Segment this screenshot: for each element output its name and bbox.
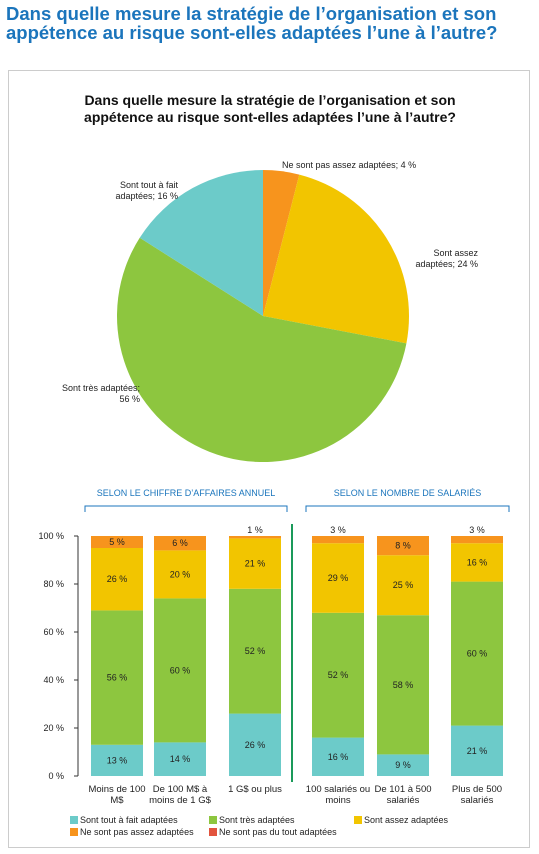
page-title: Dans quelle mesure la stratégie de l’org… [6, 3, 498, 43]
y-tick-label: 60 % [43, 627, 64, 637]
x-tick-label: 100 salariés ou moins [305, 784, 371, 806]
bar-segment [377, 615, 429, 755]
bar-segment [154, 598, 206, 743]
x-tick-label: 1 G$ ou plus [228, 784, 282, 795]
bar-segment [377, 754, 429, 776]
bar-segment [91, 548, 143, 611]
bar-segment [91, 610, 143, 745]
value-label: 9 % [395, 760, 411, 770]
bar-segment [312, 737, 364, 776]
legend-swatch [209, 828, 217, 836]
value-label: 29 % [328, 573, 349, 583]
value-label: 20 % [170, 569, 191, 579]
y-tick-label: 100 % [38, 531, 64, 541]
bar-segment [229, 588, 281, 714]
pie-slice [116, 237, 407, 463]
value-label: 56 % [107, 673, 128, 683]
x-tick-label: Moins de 100 M$ [88, 784, 146, 806]
pie-slice [139, 170, 263, 316]
bar-segment [451, 581, 503, 726]
group-bracket [84, 505, 288, 512]
group-bracket [305, 505, 510, 512]
value-label: 14 % [170, 754, 191, 764]
bar-segment [229, 538, 281, 589]
pie-title: Dans quelle mesure la stratégie de l’org… [84, 92, 456, 125]
bar-segment [312, 536, 364, 544]
legend-label: Ne sont pas assez adaptées [80, 827, 194, 837]
bar-segment [229, 713, 281, 776]
value-label: 60 % [170, 665, 191, 675]
bar-segment [451, 536, 503, 544]
value-label: 8 % [395, 541, 411, 551]
legend-label: Sont tout à fait adaptées [80, 815, 178, 825]
value-label: 25 % [393, 580, 414, 590]
value-label: 52 % [328, 670, 349, 680]
value-label: 21 % [245, 559, 266, 569]
value-label: 13 % [107, 755, 128, 765]
legend-swatch [70, 828, 78, 836]
bar-segment [451, 543, 503, 582]
pie-slice [263, 174, 409, 344]
value-label: 60 % [467, 649, 488, 659]
legend-label: Ne sont pas du tout adaptées [219, 827, 337, 837]
value-label: 52 % [245, 646, 266, 656]
bar-segment [451, 725, 503, 776]
value-label: 3 % [469, 525, 485, 535]
bar-segment [312, 612, 364, 738]
y-tick-label: 80 % [43, 579, 64, 589]
value-label: 58 % [393, 680, 414, 690]
bar-segment [377, 536, 429, 556]
value-label: 6 % [172, 538, 188, 548]
bar-segment [91, 536, 143, 548]
slice-label: Ne sont pas assez adaptées; 4 % [282, 160, 417, 170]
group-label: SELON LE NOMBRE DE SALARIÉS [334, 488, 482, 498]
bar-segment [377, 555, 429, 616]
bar-segment [91, 744, 143, 776]
x-tick-label: De 101 à 500 salariés [374, 784, 432, 806]
pie-slice [263, 170, 300, 316]
value-label: 5 % [109, 537, 125, 547]
value-label: 26 % [107, 574, 128, 584]
bar-segment [154, 550, 206, 599]
value-label: 16 % [467, 557, 488, 567]
y-tick-label: 20 % [43, 723, 64, 733]
legend-swatch [209, 816, 217, 824]
y-tick-label: 40 % [43, 675, 64, 685]
legend-label: Sont assez adaptées [364, 815, 449, 825]
bar-segment [312, 543, 364, 613]
slice-label: Sont assez adaptées; 24 % [415, 248, 478, 269]
y-tick-label: 0 % [48, 771, 64, 781]
legend-swatch [70, 816, 78, 824]
value-label: 1 % [247, 525, 263, 535]
bar-segment [229, 536, 281, 539]
chart-frame [8, 70, 530, 848]
value-label: 26 % [245, 740, 266, 750]
x-tick-label: Plus de 500 salariés [451, 784, 503, 806]
group-label: SELON LE CHIFFRE D’AFFAIRES ANNUEL [97, 488, 276, 498]
value-label: 3 % [330, 525, 346, 535]
x-tick-label: De 100 M$ à moins de 1 G$ [149, 784, 211, 806]
legend-swatch [354, 816, 362, 824]
value-label: 21 % [467, 746, 488, 756]
bar-segment [154, 536, 206, 551]
bar-segment [154, 742, 206, 776]
slice-label: Sont tout à fait adaptées; 16 % [115, 180, 178, 201]
slice-label: Sont très adaptées; 56 % [61, 383, 140, 404]
legend-label: Sont très adaptées [219, 815, 295, 825]
value-label: 16 % [328, 752, 349, 762]
